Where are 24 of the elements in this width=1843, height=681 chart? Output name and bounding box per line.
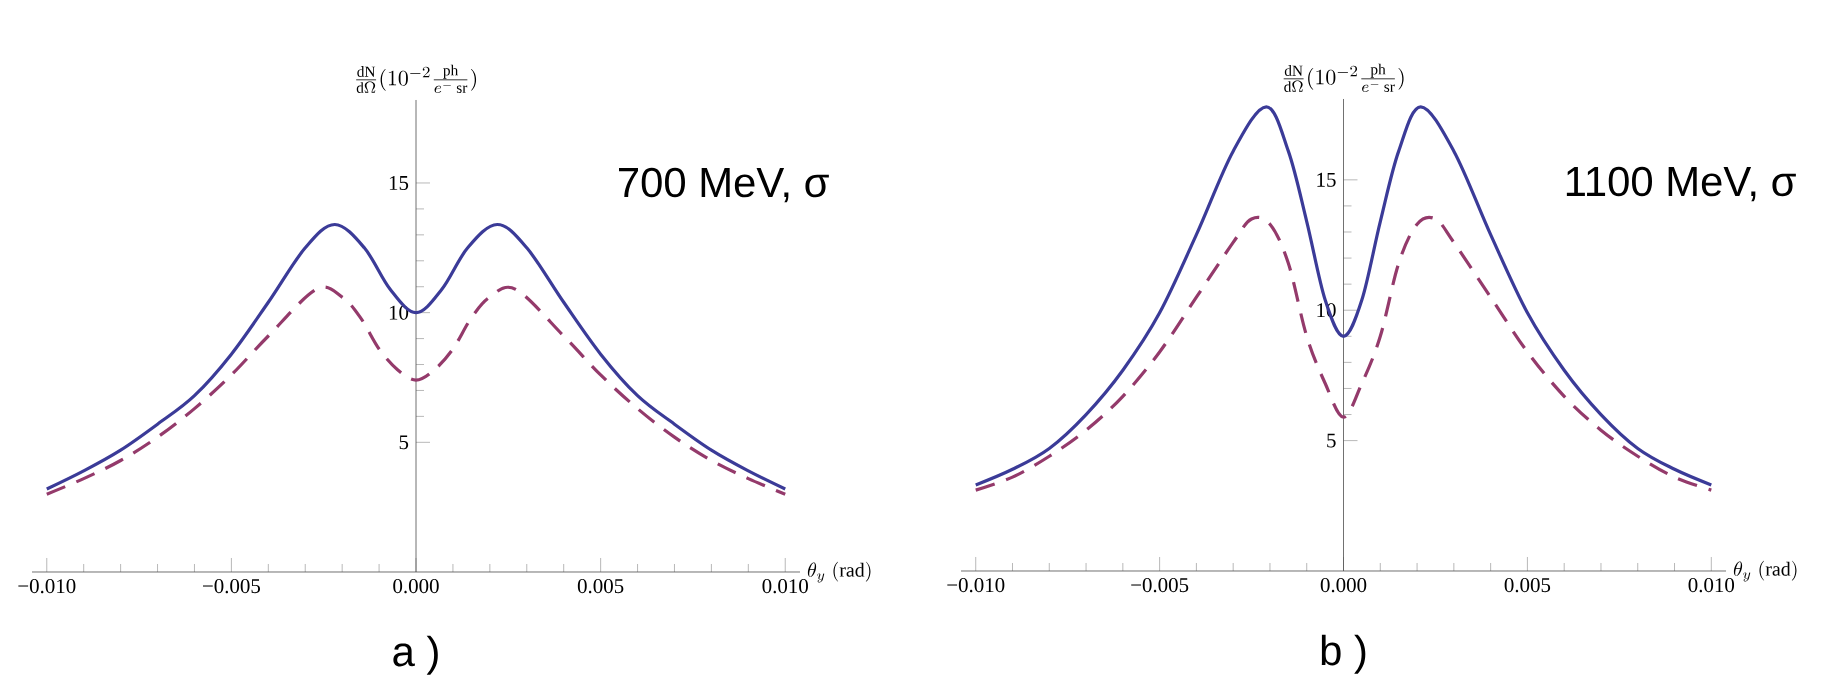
x-axis-title: $\theta_{y}\;\mathrm{(rad)}$	[807, 561, 871, 583]
y-tick-label: 15	[389, 175, 409, 190]
x-tick-label: 0.000	[1320, 577, 1367, 593]
text: a )	[393, 635, 438, 675]
x-tick-label: 0.000	[393, 578, 439, 594]
y-tick-label: 15	[1317, 172, 1336, 187]
annotation: 1100 MeV, σ	[1566, 166, 1796, 202]
y-tick-label: 5	[1327, 433, 1336, 448]
x-tick-label: −0.005	[1131, 577, 1189, 593]
x-tick-label: 0.010	[1688, 577, 1735, 593]
y-tick-label: 5	[399, 435, 409, 450]
x-tick-label: −0.010	[947, 577, 1005, 593]
line-series	[974, 216, 1713, 492]
x-tick-label: 0.010	[762, 578, 808, 594]
y-axis-title: $\frac{\mathrm{dN}}{\mathrm{d}\Omega}(10^{-2}\frac{\mathrm{ph}}{e^{-}\,\mathrm{sr}})$	[356, 64, 477, 93]
x-tick-label: −0.005	[202, 578, 260, 594]
line-series	[45, 222, 787, 491]
x-axis-title: $\theta_{y}\;\mathrm{(rad)}$	[1733, 560, 1797, 582]
x-tick-label: −0.010	[18, 578, 76, 594]
text: b )	[1321, 634, 1366, 674]
y-axis-title: $\frac{\mathrm{dN}}{\mathrm{d}\Omega}(10^{-2}\frac{\mathrm{ph}}{e^{-}\,\mathrm{sr}})$	[1283, 63, 1404, 92]
x-tick-label: 0.005	[1504, 577, 1551, 593]
annotation: 700 MeV, σ	[619, 167, 829, 203]
x-tick-label: 0.005	[577, 578, 624, 594]
